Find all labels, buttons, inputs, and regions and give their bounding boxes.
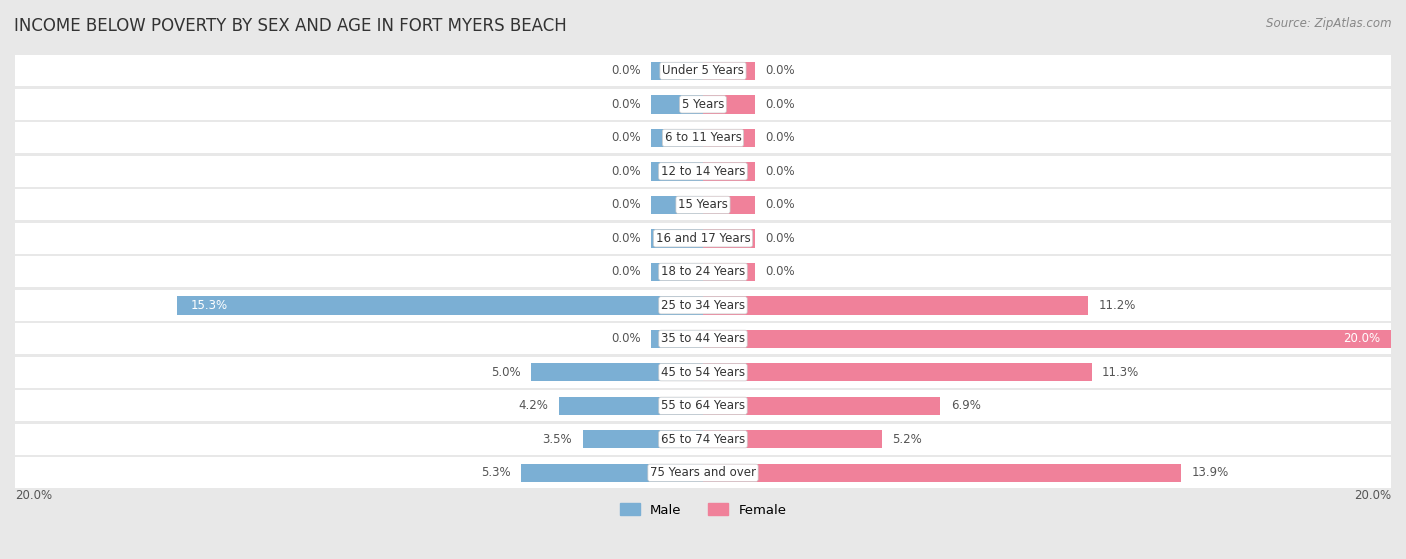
Legend: Male, Female: Male, Female xyxy=(614,498,792,522)
Bar xyxy=(15,357,1391,388)
Text: 25 to 34 Years: 25 to 34 Years xyxy=(661,299,745,312)
Bar xyxy=(520,463,703,482)
Text: 18 to 24 Years: 18 to 24 Years xyxy=(661,266,745,278)
Text: 0.0%: 0.0% xyxy=(612,131,641,144)
Text: 5.3%: 5.3% xyxy=(481,466,510,479)
Text: 0.0%: 0.0% xyxy=(765,98,794,111)
Text: 0.0%: 0.0% xyxy=(612,98,641,111)
Bar xyxy=(558,396,703,415)
Bar xyxy=(651,95,703,113)
Bar xyxy=(651,229,703,248)
Bar xyxy=(703,162,755,181)
Text: 11.2%: 11.2% xyxy=(1098,299,1136,312)
Text: 0.0%: 0.0% xyxy=(612,64,641,77)
Text: Under 5 Years: Under 5 Years xyxy=(662,64,744,77)
Bar xyxy=(15,156,1391,187)
Text: 0.0%: 0.0% xyxy=(765,131,794,144)
Bar xyxy=(703,430,882,448)
Text: 0.0%: 0.0% xyxy=(612,266,641,278)
Bar xyxy=(15,324,1391,354)
Bar xyxy=(582,430,703,448)
Text: 20.0%: 20.0% xyxy=(1354,490,1391,503)
Text: 0.0%: 0.0% xyxy=(612,232,641,245)
Text: 3.5%: 3.5% xyxy=(543,433,572,446)
Bar xyxy=(15,55,1391,86)
Bar xyxy=(703,263,755,281)
Bar xyxy=(177,296,703,315)
Bar xyxy=(651,162,703,181)
Text: 0.0%: 0.0% xyxy=(612,198,641,211)
Text: 13.9%: 13.9% xyxy=(1191,466,1229,479)
Text: 5.0%: 5.0% xyxy=(491,366,520,379)
Bar xyxy=(703,330,1391,348)
Text: 15 Years: 15 Years xyxy=(678,198,728,211)
Text: 45 to 54 Years: 45 to 54 Years xyxy=(661,366,745,379)
Bar xyxy=(703,196,755,214)
Bar xyxy=(15,257,1391,287)
Text: Source: ZipAtlas.com: Source: ZipAtlas.com xyxy=(1267,17,1392,30)
Text: 0.0%: 0.0% xyxy=(612,165,641,178)
Text: 6 to 11 Years: 6 to 11 Years xyxy=(665,131,741,144)
Text: 6.9%: 6.9% xyxy=(950,399,980,413)
Text: 5 Years: 5 Years xyxy=(682,98,724,111)
Bar xyxy=(15,424,1391,454)
Text: 16 and 17 Years: 16 and 17 Years xyxy=(655,232,751,245)
Text: 11.3%: 11.3% xyxy=(1102,366,1139,379)
Text: 35 to 44 Years: 35 to 44 Years xyxy=(661,332,745,345)
Text: 65 to 74 Years: 65 to 74 Years xyxy=(661,433,745,446)
Text: 0.0%: 0.0% xyxy=(612,332,641,345)
Bar xyxy=(703,61,755,80)
Bar xyxy=(703,463,1181,482)
Bar xyxy=(651,263,703,281)
Text: 15.3%: 15.3% xyxy=(190,299,228,312)
Bar xyxy=(15,290,1391,321)
Bar xyxy=(651,330,703,348)
Bar xyxy=(15,122,1391,153)
Bar xyxy=(15,390,1391,421)
Text: 0.0%: 0.0% xyxy=(765,266,794,278)
Bar xyxy=(15,190,1391,220)
Bar xyxy=(651,129,703,147)
Text: 0.0%: 0.0% xyxy=(765,232,794,245)
Bar xyxy=(703,95,755,113)
Text: 55 to 64 Years: 55 to 64 Years xyxy=(661,399,745,413)
Bar xyxy=(15,457,1391,488)
Bar xyxy=(15,89,1391,120)
Bar xyxy=(703,363,1091,381)
Text: 5.2%: 5.2% xyxy=(893,433,922,446)
Text: INCOME BELOW POVERTY BY SEX AND AGE IN FORT MYERS BEACH: INCOME BELOW POVERTY BY SEX AND AGE IN F… xyxy=(14,17,567,35)
Text: 75 Years and over: 75 Years and over xyxy=(650,466,756,479)
Bar xyxy=(703,396,941,415)
Text: 20.0%: 20.0% xyxy=(15,490,52,503)
Text: 4.2%: 4.2% xyxy=(519,399,548,413)
Text: 0.0%: 0.0% xyxy=(765,198,794,211)
Text: 12 to 14 Years: 12 to 14 Years xyxy=(661,165,745,178)
Bar xyxy=(703,296,1088,315)
Bar xyxy=(651,61,703,80)
Text: 0.0%: 0.0% xyxy=(765,64,794,77)
Text: 20.0%: 20.0% xyxy=(1344,332,1381,345)
Text: 0.0%: 0.0% xyxy=(765,165,794,178)
Bar xyxy=(651,196,703,214)
Bar xyxy=(15,223,1391,254)
Bar xyxy=(703,129,755,147)
Bar xyxy=(531,363,703,381)
Bar xyxy=(703,229,755,248)
